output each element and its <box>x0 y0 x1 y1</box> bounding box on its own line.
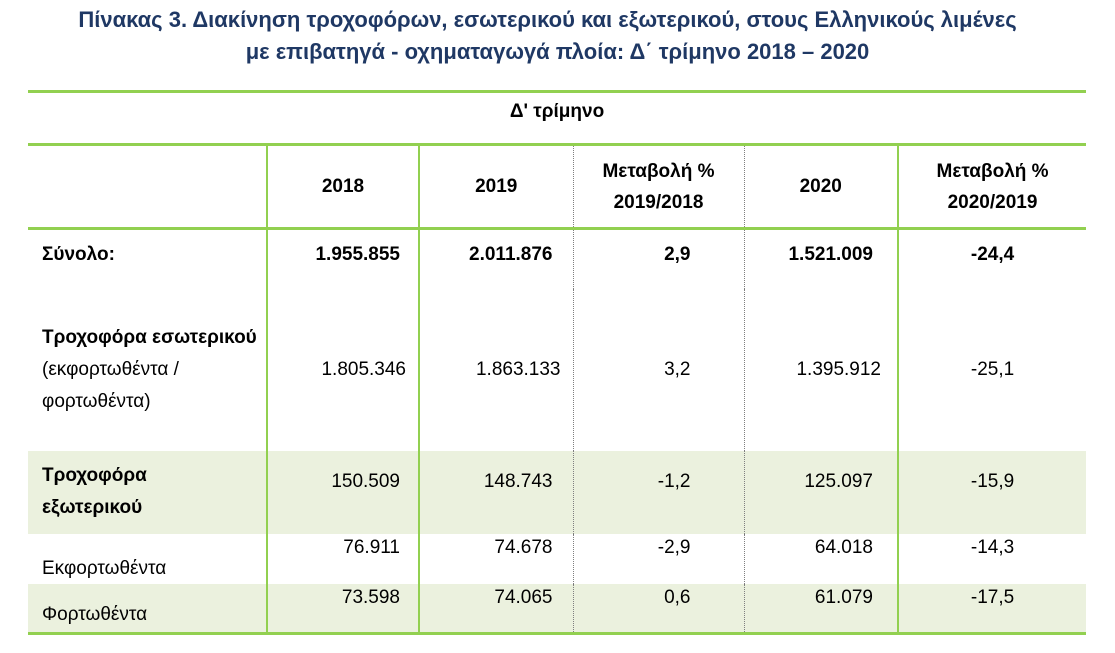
cell-total-2020: 1.521.009 <box>743 228 898 289</box>
cell-unloaded-2020: 64.018 <box>743 533 898 584</box>
cell-unloaded-2019: 74.678 <box>418 533 573 584</box>
period-header-row: Δ' τρίμηνο <box>28 91 1087 145</box>
cell-unloaded-2018: 76.911 <box>266 533 419 584</box>
table-row: Φορτωθέντα 73.598 74.065 0,6 61.079 -17,… <box>28 583 1087 634</box>
row-label-loaded: Φορτωθέντα <box>28 583 267 634</box>
cell-loaded-change-2019: 0,6 <box>572 583 744 634</box>
cell-foreign-2020: 125.097 <box>743 450 898 534</box>
cell-loaded-2018: 73.598 <box>266 583 419 634</box>
cell-total-change-2020: -24,4 <box>896 228 1087 289</box>
cell-loaded-2020: 61.079 <box>743 583 898 634</box>
table-title: Πίνακας 3. Διακίνηση τροχοφόρων, εσωτερι… <box>0 4 1115 68</box>
table-row: Τροχοφόρα εσωτερικού (εκφορτωθέντα / φορ… <box>28 288 1087 451</box>
cell-domestic-2019: 1.863.133 <box>418 288 573 451</box>
header-2019: 2019 <box>418 144 573 229</box>
cell-domestic-change-2020: -25,1 <box>896 288 1087 451</box>
header-change-2019-2018: Μεταβολή % 2019/2018 <box>572 144 744 229</box>
table-row: Εκφορτωθέντα 76.911 74.678 -2,9 64.018 -… <box>28 533 1087 584</box>
cell-domestic-2020: 1.395.912 <box>743 288 898 451</box>
row-label-foreign: Τροχοφόρα εξωτερικού <box>28 450 267 534</box>
header-2020: 2020 <box>743 144 898 229</box>
period-header: Δ' τρίμηνο <box>509 101 605 122</box>
cell-foreign-2018: 150.509 <box>266 450 419 534</box>
table-row: Τροχοφόρα εξωτερικού 150.509 148.743 -1,… <box>28 450 1087 534</box>
row-label-domestic-main: Τροχοφόρα εσωτερικού <box>42 326 257 348</box>
header-2018: 2018 <box>266 144 419 229</box>
cell-loaded-change-2020: -17,5 <box>896 583 1087 634</box>
column-header-row: 2018 2019 Μεταβολή % 2019/2018 2020 Μετα… <box>28 144 1087 229</box>
cell-unloaded-change-2019: -2,9 <box>572 533 744 584</box>
cell-foreign-2019: 148.743 <box>418 450 573 534</box>
cell-total-change-2019: 2,9 <box>572 228 744 289</box>
title-line-2: με επιβατηγά - οχηματαγωγά πλοία: Δ΄ τρί… <box>245 39 870 64</box>
header-change-2020-2019: Μεταβολή % 2020/2019 <box>896 144 1087 229</box>
header-empty-cell <box>28 145 267 229</box>
cell-total-2018: 1.955.855 <box>266 228 419 289</box>
row-label-total: Σύνολο: <box>42 244 115 265</box>
cell-unloaded-change-2020: -14,3 <box>896 533 1087 584</box>
cell-foreign-change-2020: -15,9 <box>896 450 1087 534</box>
cell-domestic-change-2019: 3,2 <box>572 288 744 451</box>
cell-foreign-change-2019: -1,2 <box>572 450 744 534</box>
title-line-1: Πίνακας 3. Διακίνηση τροχοφόρων, εσωτερι… <box>78 7 1017 32</box>
row-label-unloaded: Εκφορτωθέντα <box>42 557 167 579</box>
table-row: Σύνολο: 1.955.855 2.011.876 2,9 1.521.00… <box>28 228 1087 289</box>
cell-domestic-2018: 1.805.346 <box>266 288 419 451</box>
cell-loaded-2019: 74.065 <box>418 583 573 634</box>
row-label-domestic-sub: (εκφορτωθέντα / φορτωθέντα) <box>42 358 179 412</box>
row-label-domestic: Τροχοφόρα εσωτερικού (εκφορτωθέντα / φορ… <box>28 289 267 451</box>
cell-total-2019: 2.011.876 <box>418 228 573 289</box>
vehicle-traffic-table: Δ' τρίμηνο 2018 2019 Μεταβολή % 2019/201… <box>28 90 1087 635</box>
